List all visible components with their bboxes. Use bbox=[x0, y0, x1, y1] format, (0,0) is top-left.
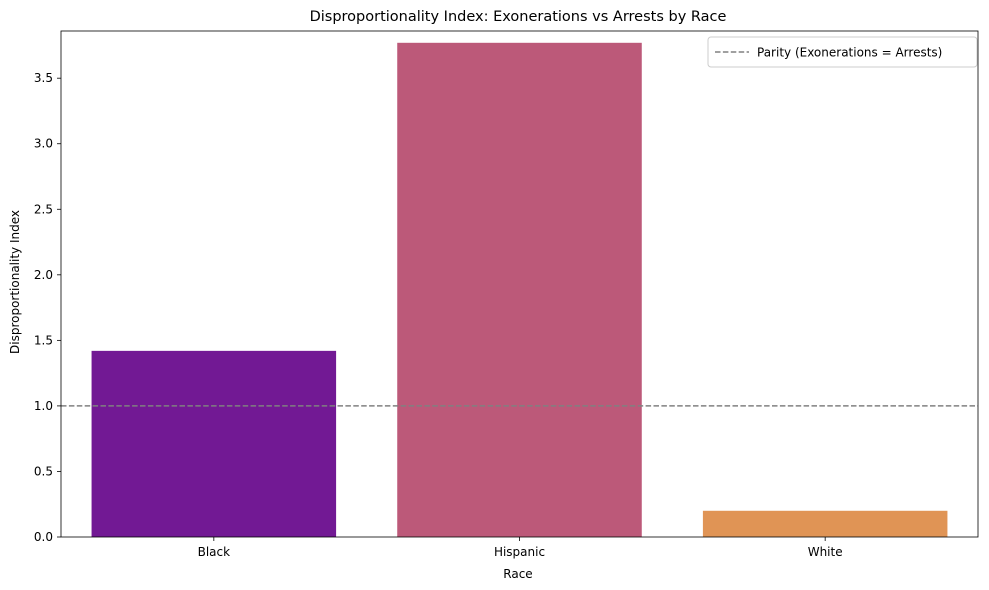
y-tick-label: 3.0 bbox=[34, 137, 53, 151]
x-tick-label: Black bbox=[198, 545, 231, 559]
y-tick-label: 3.5 bbox=[34, 71, 53, 85]
x-axis-label: Race bbox=[503, 567, 532, 581]
y-tick-label: 0.5 bbox=[34, 464, 53, 478]
plot-area: Black Hispanic White 0.0 0.5 1.0 1.5 2.0 2.5 3.0 3… bbox=[34, 30, 979, 559]
y-tick-label: 2.0 bbox=[34, 268, 53, 282]
bar-black bbox=[91, 350, 337, 537]
legend-label: Parity (Exonerations = Arrests) bbox=[757, 46, 942, 60]
legend-box bbox=[707, 36, 978, 68]
y-tick-label: 2.5 bbox=[34, 202, 53, 216]
bar-hispanic bbox=[397, 42, 642, 538]
axes-frame bbox=[60, 30, 979, 538]
x-tick-label: Hispanic bbox=[494, 545, 545, 559]
bar-white bbox=[702, 510, 948, 537]
y-tick-label: 1.5 bbox=[34, 333, 53, 347]
legend: Parity (Exonerations = Arrests) bbox=[707, 36, 978, 68]
y-tick-label: 0.0 bbox=[34, 530, 53, 544]
chart-title: Disproportionality Index: Exonerations v… bbox=[310, 9, 727, 25]
y-axis-label: Disproportionality Index bbox=[8, 210, 22, 354]
x-tick-label: White bbox=[808, 545, 843, 559]
y-tick-label: 1.0 bbox=[34, 399, 53, 413]
